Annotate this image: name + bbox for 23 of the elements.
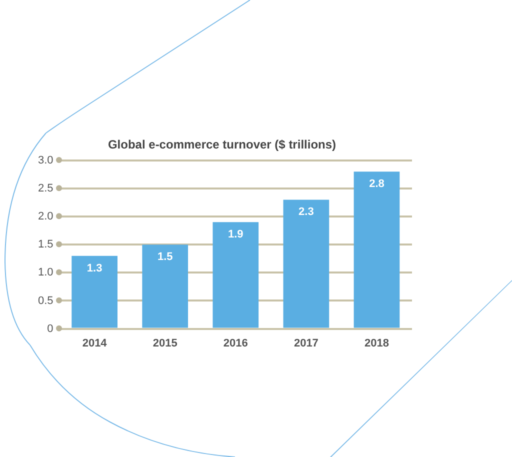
- y-tick-label: 2.0: [38, 210, 54, 223]
- data-label: 2.3: [298, 206, 314, 218]
- y-tick-label: 2.5: [38, 182, 54, 194]
- x-tick-label: 2014: [82, 337, 108, 350]
- data-label: 1.3: [86, 262, 102, 274]
- x-tick-label: 2018: [364, 337, 389, 350]
- bar: [142, 244, 188, 328]
- y-tick-label: 0: [47, 322, 54, 335]
- x-tick-label: 2015: [152, 337, 178, 350]
- y-tick-label: 0.5: [38, 294, 54, 307]
- bar: [283, 200, 330, 328]
- bar: [354, 172, 400, 328]
- data-label: 1.5: [157, 251, 173, 264]
- data-label: 1.9: [228, 228, 244, 241]
- bar: [72, 256, 118, 328]
- data-label: 2.8: [369, 178, 384, 190]
- y-tick-label: 1.0: [38, 266, 54, 279]
- x-tick-label: 2017: [294, 337, 318, 350]
- y-tick-label: 3.0: [38, 154, 54, 166]
- chart-title: Global e-commerce turnover ($ trillions): [108, 138, 336, 152]
- y-tick-label: 1.5: [38, 238, 54, 251]
- x-tick-label: 2016: [223, 337, 248, 350]
- bar: [212, 222, 259, 328]
